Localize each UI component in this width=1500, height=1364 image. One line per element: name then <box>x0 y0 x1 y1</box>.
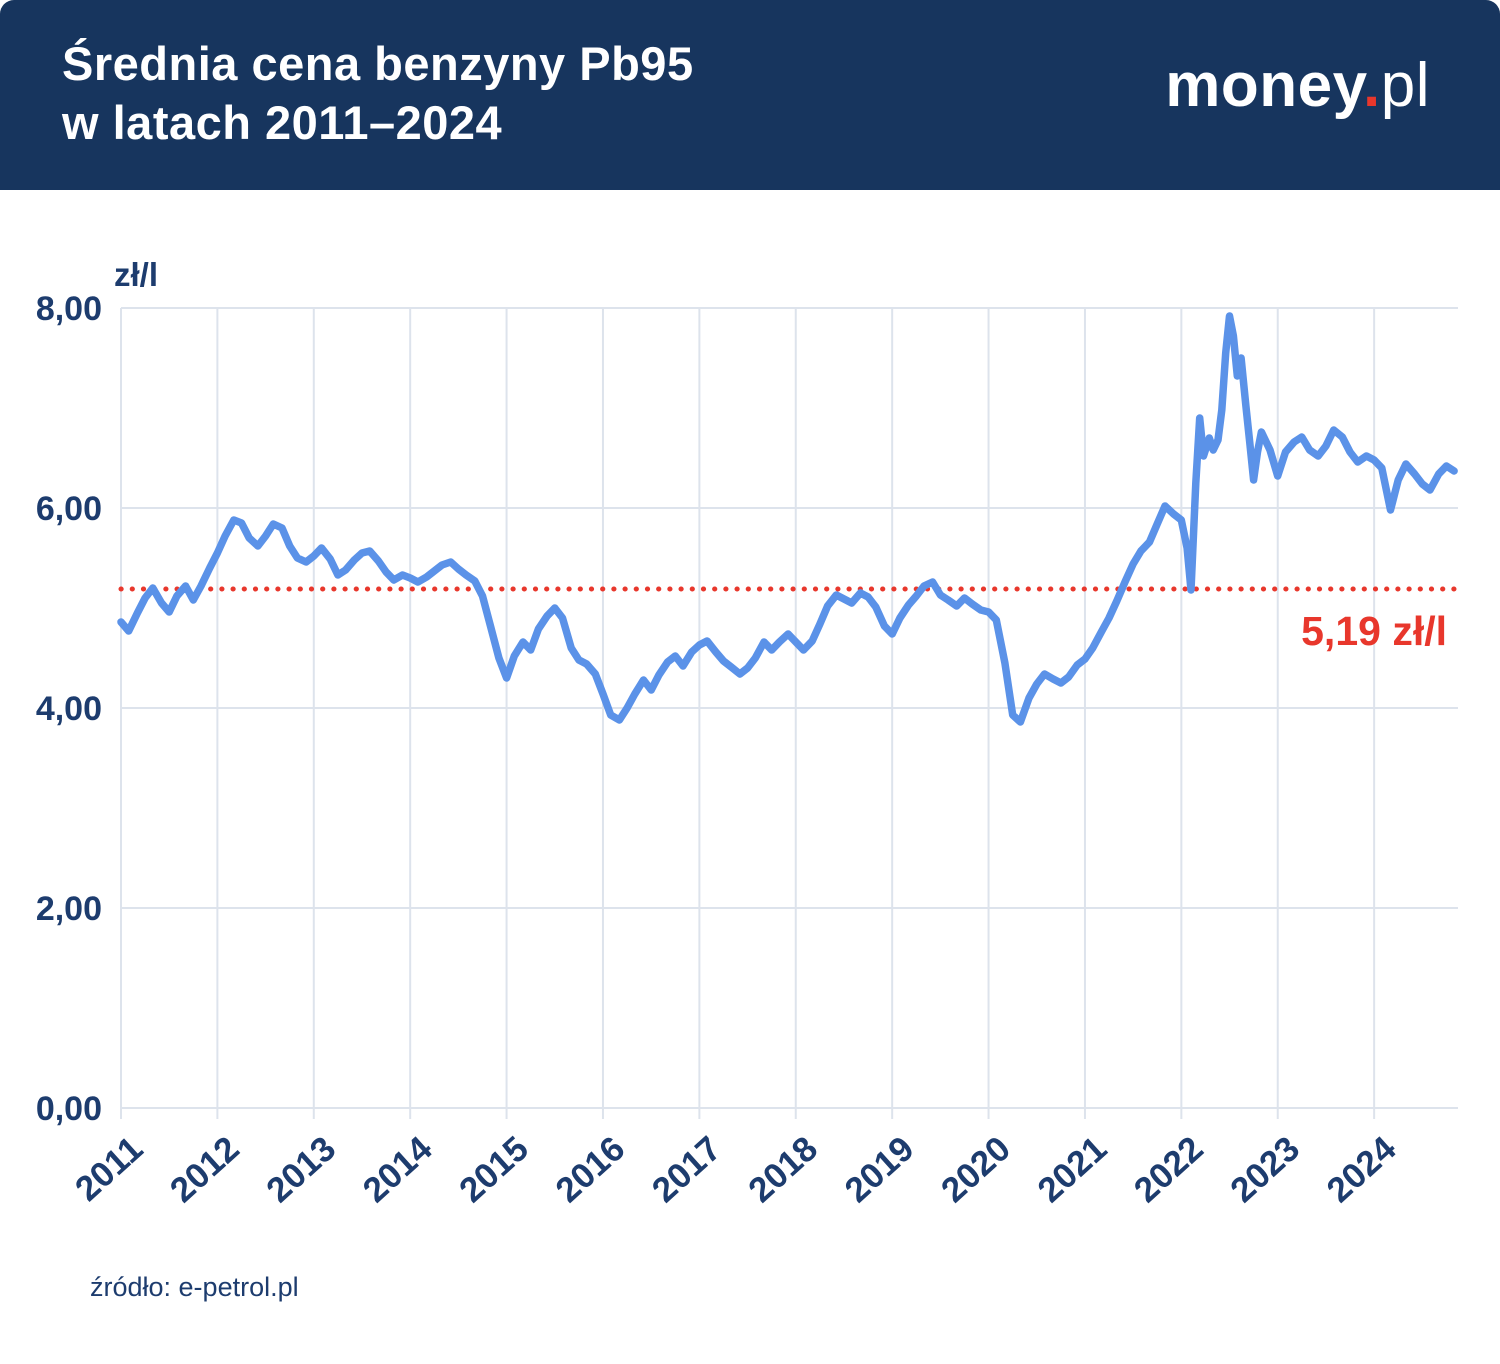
x-tick-label-2017: 2017 <box>645 1129 729 1210</box>
logo-pl: pl <box>1380 51 1430 120</box>
x-tick-label-2013: 2013 <box>259 1129 343 1210</box>
reference-line-label: 5,19 zł/l <box>1301 608 1447 654</box>
logo-dot: . <box>1363 51 1381 120</box>
x-tick-label-2020: 2020 <box>934 1129 1018 1210</box>
x-tick-label-2012: 2012 <box>163 1129 247 1210</box>
y-tick-label-4,00: 4,00 <box>36 690 102 728</box>
y-tick-label-0,00: 0,00 <box>36 1090 102 1128</box>
money-pl-logo: money.pl <box>1165 50 1430 121</box>
source-note: źródło: e-petrol.pl <box>90 1272 299 1302</box>
y-tick-label-6,00: 6,00 <box>36 490 102 528</box>
x-tick-label-2024: 2024 <box>1320 1129 1404 1210</box>
header: Średnia cena benzyny Pb95 w latach 2011–… <box>0 0 1500 190</box>
y-tick-label-2,00: 2,00 <box>36 890 102 928</box>
x-tick-label-2015: 2015 <box>452 1129 536 1210</box>
chart-area: 2011 2012 2013 2014 2015 2016 2017 2018 2019 2020… <box>0 190 1500 1364</box>
x-tick-label-2018: 2018 <box>741 1129 825 1210</box>
title-line-1: Średnia cena benzyny Pb95 <box>62 37 694 90</box>
x-tick-label-2011: 2011 <box>68 1129 151 1209</box>
x-tick-label-2021: 2021 <box>1030 1129 1114 1210</box>
x-tick-label-2014: 2014 <box>356 1129 440 1210</box>
title-line-2: w latach 2011–2024 <box>62 96 503 150</box>
x-tick-label-2019: 2019 <box>838 1129 922 1210</box>
x-tick-label-2023: 2023 <box>1223 1129 1307 1210</box>
page-title: Średnia cena benzyny Pb95 w latach 2011–… <box>62 34 694 152</box>
x-tick-label-2022: 2022 <box>1127 1129 1211 1210</box>
y-tick-label-8,00: 8,00 <box>36 290 102 328</box>
price-chart: 2011 2012 2013 2014 2015 2016 2017 2018 2019 2020… <box>36 256 1461 1210</box>
y-axis-unit-label: zł/l <box>114 256 158 293</box>
price-line-Pb95 <box>117 312 1458 726</box>
x-tick-label-2016: 2016 <box>548 1129 632 1210</box>
logo-money: money <box>1165 51 1363 120</box>
